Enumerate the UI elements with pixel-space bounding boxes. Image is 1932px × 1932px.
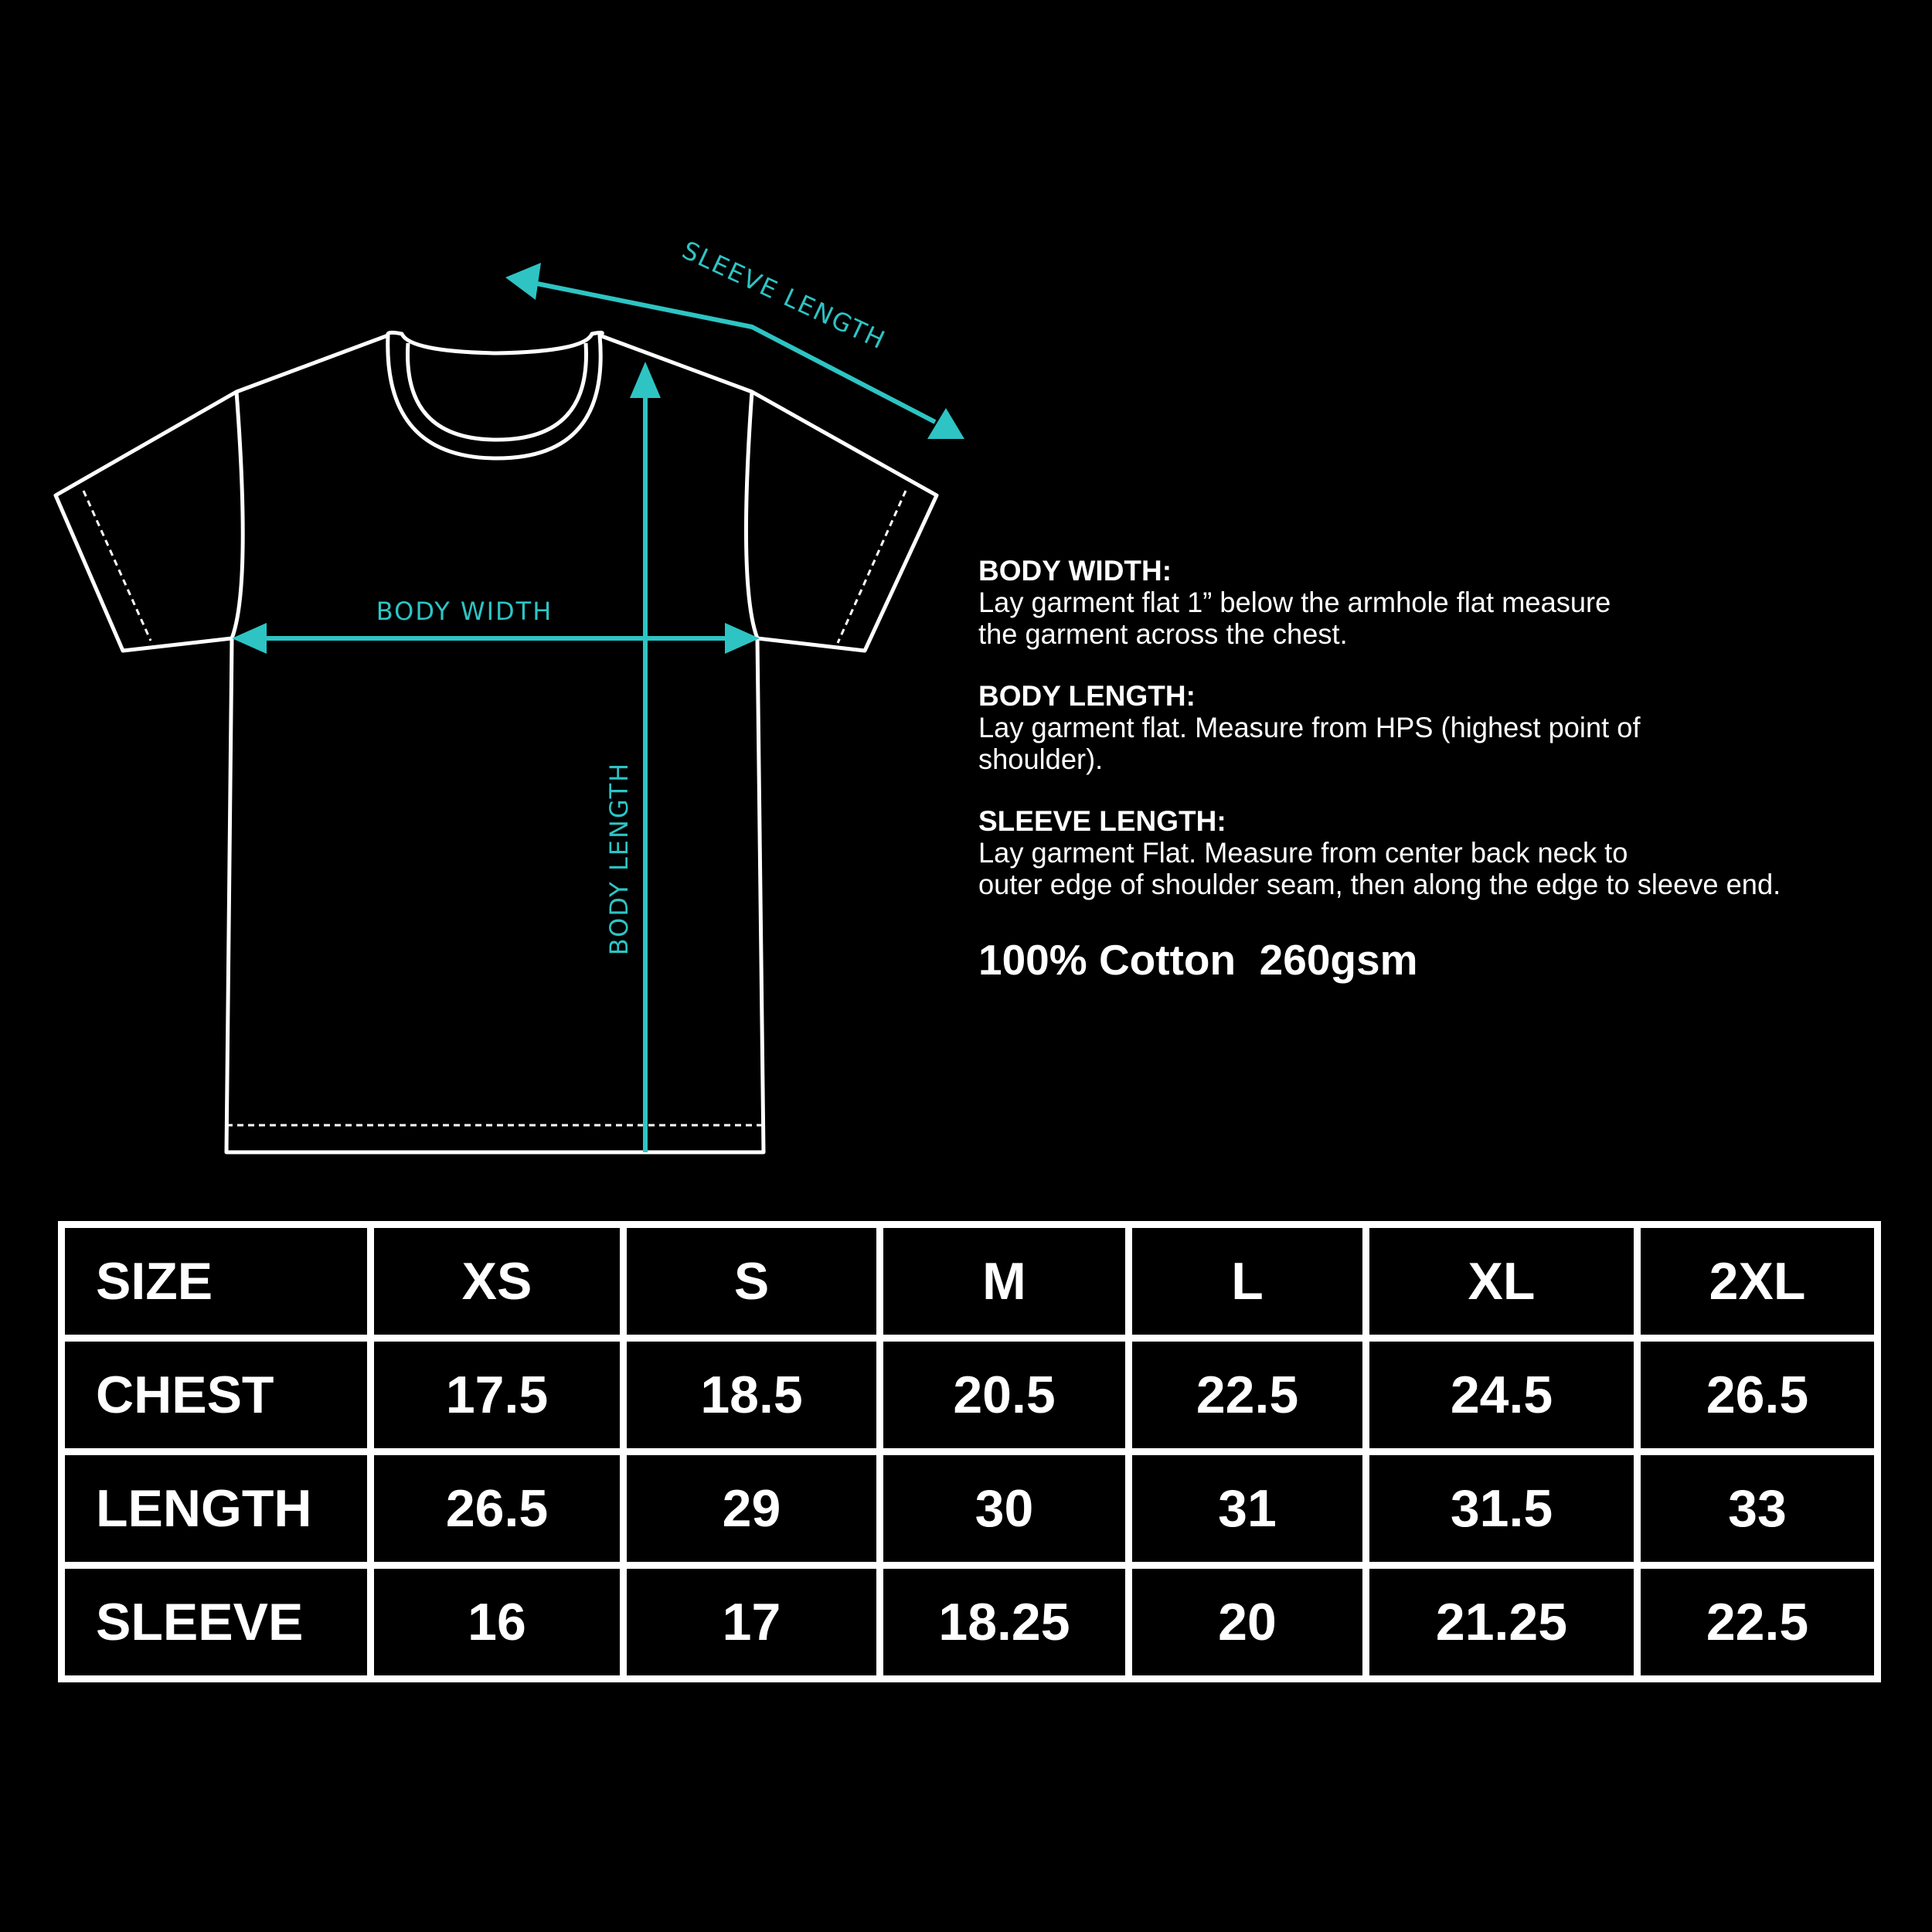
table-cell: 29 [620,1448,883,1569]
row-label: LENGTH [58,1448,374,1569]
table-cell: 22.5 [1125,1335,1369,1455]
table-row: SLEEVE 16 17 18.25 20 21.25 22.5 [58,1562,1881,1682]
table-header-row: SIZE XS S M L XL 2XL [58,1221,1881,1342]
table-cell: 17 [620,1562,883,1682]
measurement-instructions: BODY WIDTH: Lay garment flat 1” below th… [978,555,1906,930]
table-cell: 31.5 [1362,1448,1641,1569]
arrow-head-icon [630,362,661,398]
table-row: CHEST 17.5 18.5 20.5 22.5 24.5 26.5 [58,1335,1881,1455]
table-cell: 17.5 [367,1335,627,1455]
row-label: SLEEVE [58,1562,374,1682]
table-cell: 22.5 [1634,1562,1881,1682]
table-cell: 20.5 [876,1335,1132,1455]
table-cell: 20 [1125,1562,1369,1682]
instruction-body-length: BODY LENGTH: Lay garment flat. Measure f… [978,680,1906,805]
table-cell: 18.25 [876,1562,1132,1682]
arrow-head-icon [232,623,267,654]
fabric-info: 100% Cotton 260gsm [978,936,1418,984]
table-cell: 21.25 [1362,1562,1641,1682]
header-cell: SIZE [58,1221,374,1342]
arrow-head-icon [505,263,541,300]
arrow-head-icon [725,623,760,654]
instruction-sleeve-length: SLEEVE LENGTH: Lay garment Flat. Measure… [978,805,1906,930]
instruction-text: Lay garment Flat. Measure from center ba… [978,837,1781,900]
sleeve-length-label: SLEEVE LENGTH [678,235,890,355]
table-cell: 26.5 [367,1448,627,1569]
arrow-head-icon [927,408,964,439]
table-cell: 30 [876,1448,1132,1569]
header-cell: S [620,1221,883,1342]
header-cell: 2XL [1634,1221,1881,1342]
row-label: CHEST [58,1335,374,1455]
body-width-label: BODY WIDTH [376,597,553,626]
table-row: LENGTH 26.5 29 30 31 31.5 33 [58,1448,1881,1569]
header-cell: XL [1362,1221,1641,1342]
sleeve-length-arrow [532,281,937,424]
size-chart-table: SIZE XS S M L XL 2XL CHEST 17.5 18.5 20.… [58,1221,1881,1682]
table-cell: 16 [367,1562,627,1682]
table-cell: 26.5 [1634,1335,1881,1455]
instruction-heading: BODY LENGTH: [978,680,1196,712]
table-cell: 33 [1634,1448,1881,1569]
instruction-body-width: BODY WIDTH: Lay garment flat 1” below th… [978,555,1906,680]
header-cell: XS [367,1221,627,1342]
measurement-arrows [232,263,964,1152]
body-length-label: BODY LENGTH [604,762,634,955]
instruction-heading: SLEEVE LENGTH: [978,805,1226,837]
table-cell: 18.5 [620,1335,883,1455]
table-cell: 31 [1125,1448,1369,1569]
header-cell: L [1125,1221,1369,1342]
tshirt-outline [53,330,939,1155]
header-cell: M [876,1221,1132,1342]
instruction-heading: BODY WIDTH: [978,555,1172,587]
instruction-text: Lay garment flat 1” below the armhole fl… [978,587,1611,650]
instruction-text: Lay garment flat. Measure from HPS (high… [978,712,1641,775]
table-cell: 24.5 [1362,1335,1641,1455]
tshirt-diagram: SLEEVE LENGTH BODY WIDTH BODY LENGTH [53,235,964,1155]
